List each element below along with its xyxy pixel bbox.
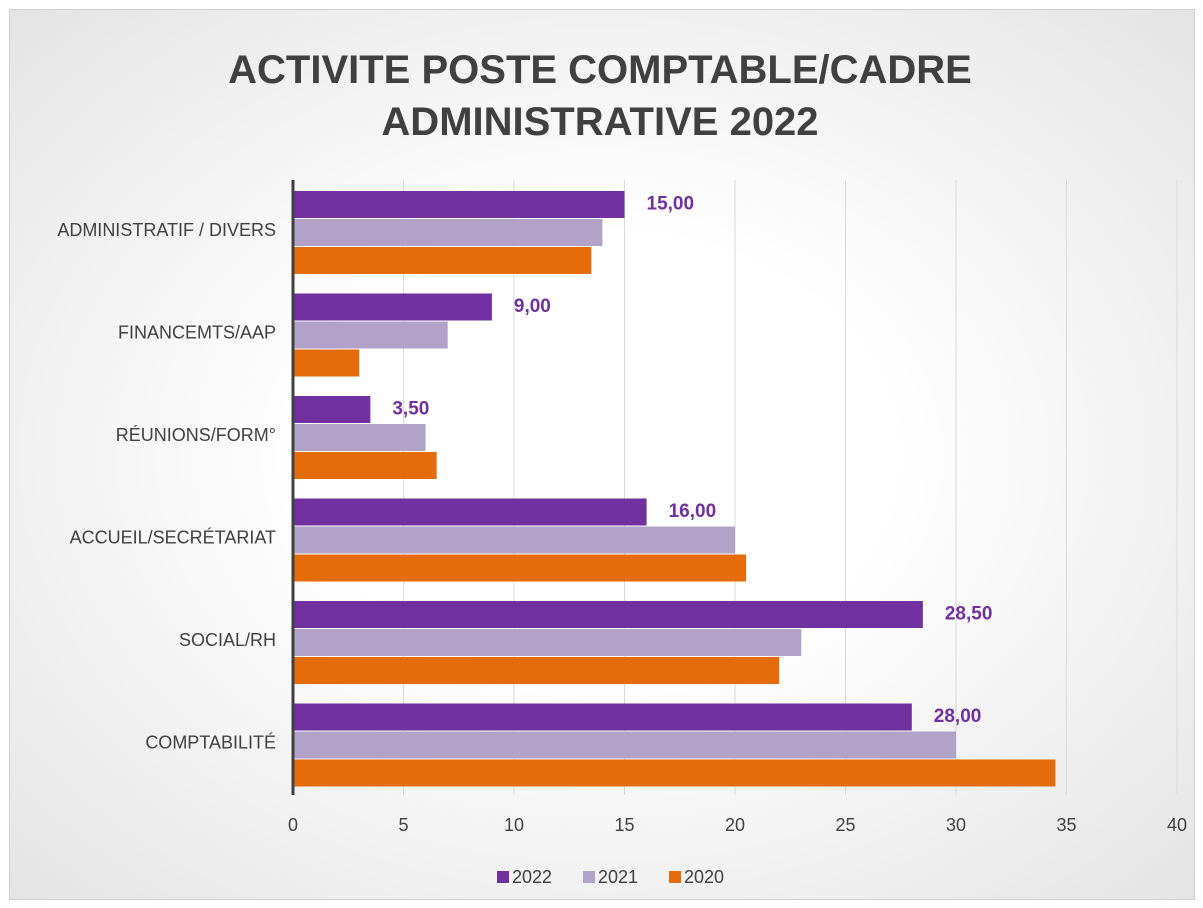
- x-tick-label: 5: [398, 815, 408, 835]
- bar: [293, 498, 647, 526]
- y-tick-label: SOCIAL/RH: [179, 630, 276, 650]
- bar: [293, 601, 923, 628]
- bar: [293, 526, 735, 554]
- bar: [293, 452, 437, 479]
- legend-label: 2021: [598, 867, 638, 887]
- x-tick-label: 30: [946, 815, 966, 835]
- bar: [293, 424, 426, 451]
- data-label: 28,50: [945, 604, 993, 625]
- chart-title: ACTIVITE POSTE COMPTABLE/CADRE ADMINISTR…: [228, 48, 972, 144]
- legend-label: 2022: [512, 867, 552, 887]
- bar: [293, 629, 802, 656]
- bar: [293, 703, 912, 731]
- data-label: 3,50: [392, 399, 429, 420]
- bar: [293, 247, 592, 274]
- legend-label: 2020: [684, 867, 724, 887]
- bar: [293, 554, 747, 582]
- data-label: 9,00: [514, 296, 551, 317]
- y-tick-label: ADMINISTRATIF / DIVERS: [57, 220, 276, 240]
- legend-swatch: [583, 871, 595, 883]
- bar: [293, 657, 780, 684]
- bar: [293, 191, 625, 218]
- x-tick-label: 10: [504, 815, 524, 835]
- bar: [293, 731, 956, 759]
- x-tick-label: 0: [288, 815, 298, 835]
- y-tick-label: FINANCEMTS/AAP: [118, 323, 276, 343]
- y-tick-label: COMPTABILITÉ: [145, 733, 276, 753]
- bar: [293, 321, 448, 349]
- bar: [293, 219, 603, 246]
- data-label: 28,00: [934, 706, 982, 727]
- x-tick-label: 35: [1056, 815, 1076, 835]
- bar: [293, 349, 360, 377]
- x-tick-label: 25: [835, 815, 855, 835]
- x-tick-label: 15: [614, 815, 634, 835]
- bar: [293, 396, 371, 423]
- x-tick-label: 40: [1167, 815, 1187, 835]
- x-tick-label: 20: [725, 815, 745, 835]
- data-label: 16,00: [669, 501, 717, 522]
- y-tick-label: RÉUNIONS/FORM°: [116, 425, 276, 445]
- bar: [293, 293, 492, 321]
- bar: [293, 759, 1056, 787]
- data-label: 15,00: [647, 194, 695, 215]
- y-tick-label: ACCUEIL/SECRÉTARIAT: [70, 528, 276, 548]
- legend-swatch: [669, 871, 681, 883]
- legend-swatch: [497, 871, 509, 883]
